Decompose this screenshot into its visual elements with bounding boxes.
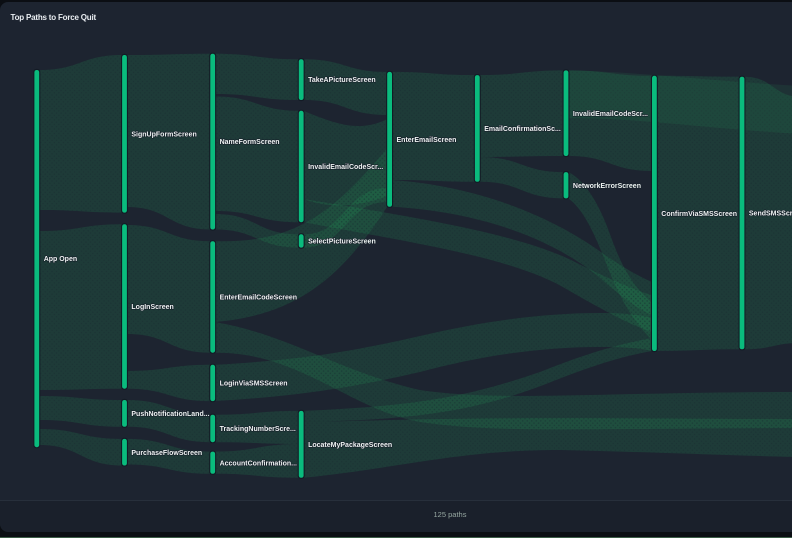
svg-text:InvalidEmailCodeScr...: InvalidEmailCodeScr... (308, 164, 383, 171)
svg-text:PurchaseFlowScreen: PurchaseFlowScreen (131, 450, 202, 457)
svg-text:SendSMSScreen: SendSMSScreen (749, 211, 792, 218)
svg-text:NameFormScreen: NameFormScreen (220, 139, 280, 146)
svg-text:NetworkErrorScreen: NetworkErrorScreen (573, 183, 641, 190)
svg-text:LogInScreen: LogInScreen (131, 304, 173, 311)
svg-text:TrackingNumberScre...: TrackingNumberScre... (220, 426, 296, 433)
svg-text:EnterEmailCodeScreen: EnterEmailCodeScreen (220, 295, 297, 302)
svg-text:LoginViaSMSScreen: LoginViaSMSScreen (220, 381, 288, 388)
svg-text:PushNotificationLand...: PushNotificationLand... (131, 411, 209, 418)
svg-text:InvalidEmailCodeScr...: InvalidEmailCodeScr... (573, 111, 648, 118)
svg-text:AccountConfirmation...: AccountConfirmation... (220, 460, 297, 467)
svg-text:EmailConfirmationSc...: EmailConfirmationSc... (484, 126, 561, 133)
svg-text:App Open: App Open (44, 256, 77, 263)
svg-text:SignUpFormScreen: SignUpFormScreen (131, 131, 196, 138)
svg-text:ConfirmViaSMSScreen: ConfirmViaSMSScreen (661, 211, 737, 218)
svg-text:EnterEmailScreen: EnterEmailScreen (397, 137, 457, 144)
svg-text:SelectPictureScreen: SelectPictureScreen (308, 239, 376, 246)
svg-text:TakeAPictureScreen: TakeAPictureScreen (308, 77, 376, 84)
svg-text:LocateMyPackageScreen: LocateMyPackageScreen (308, 442, 392, 449)
